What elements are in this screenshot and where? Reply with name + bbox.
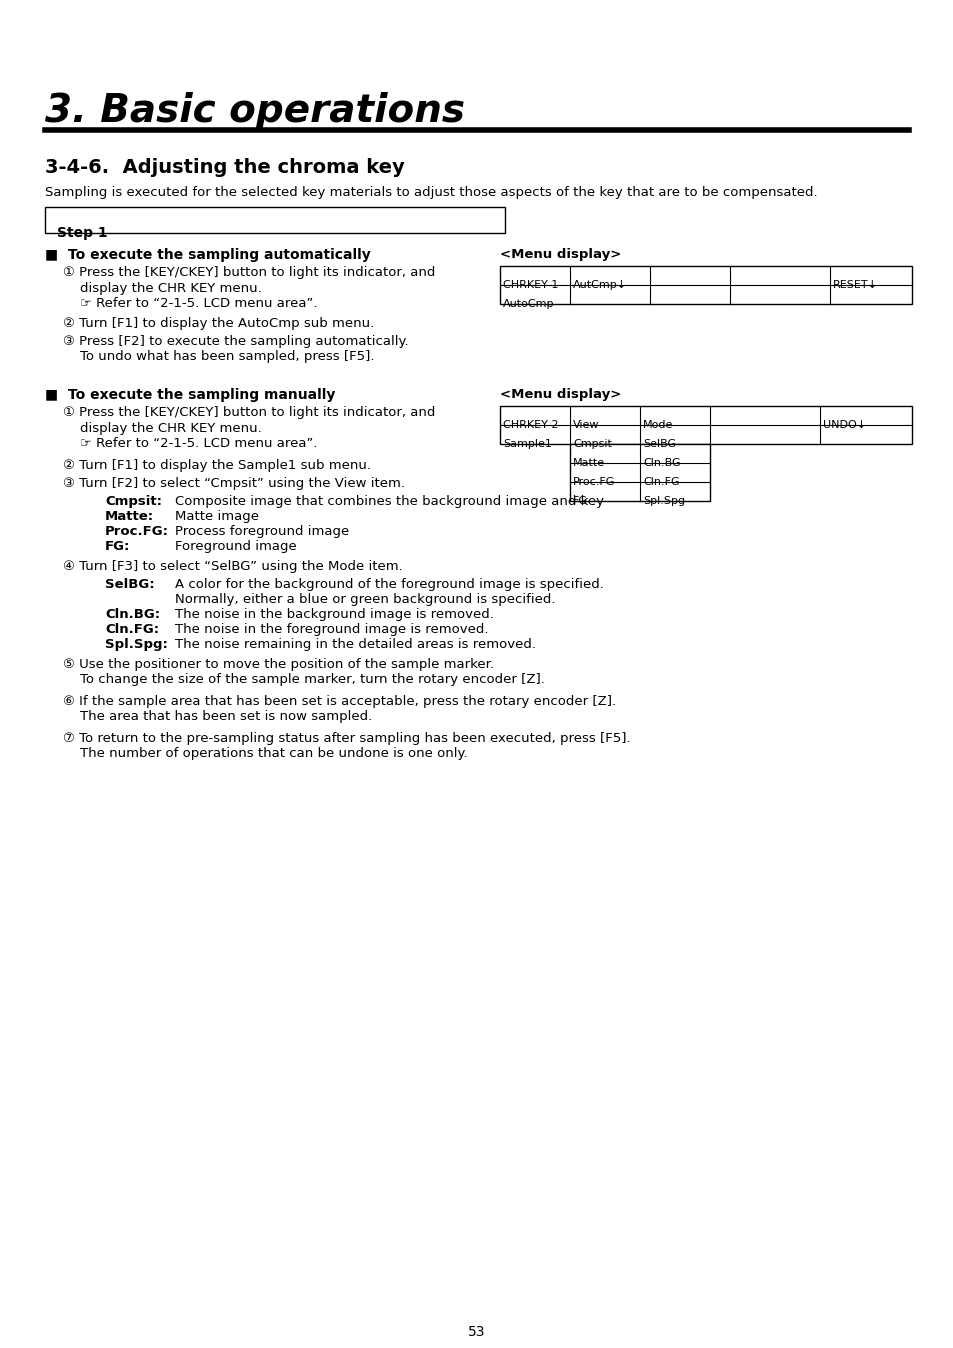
Text: AutoCmp: AutoCmp <box>502 299 554 309</box>
Text: SelBG: SelBG <box>642 439 676 449</box>
Text: ② Turn [F1] to display the Sample1 sub menu.: ② Turn [F1] to display the Sample1 sub m… <box>63 460 371 472</box>
Text: Matte: Matte <box>573 458 604 468</box>
Text: Step 1: Step 1 <box>57 226 108 240</box>
Text: <Menu display>: <Menu display> <box>499 388 620 400</box>
Text: ① Press the [KEY/CKEY] button to light its indicator, and: ① Press the [KEY/CKEY] button to light i… <box>63 406 435 419</box>
Text: To change the size of the sample marker, turn the rotary encoder [Z].: To change the size of the sample marker,… <box>63 673 544 686</box>
Text: Proc.FG:: Proc.FG: <box>105 524 169 538</box>
Text: ■  To execute the sampling manually: ■ To execute the sampling manually <box>45 388 335 402</box>
Text: display the CHR KEY menu.: display the CHR KEY menu. <box>63 282 261 295</box>
Text: CHRKEY 2: CHRKEY 2 <box>502 421 558 430</box>
Text: UNDO↓: UNDO↓ <box>822 421 865 430</box>
Text: ■  To execute the sampling automatically: ■ To execute the sampling automatically <box>45 248 371 262</box>
Text: Normally, either a blue or green background is specified.: Normally, either a blue or green backgro… <box>174 593 555 607</box>
Text: ③ Turn [F2] to select “Cmpsit” using the View item.: ③ Turn [F2] to select “Cmpsit” using the… <box>63 477 405 491</box>
Text: 3-4-6.  Adjusting the chroma key: 3-4-6. Adjusting the chroma key <box>45 158 404 177</box>
Bar <box>569 443 709 501</box>
Text: ☞ Refer to “2-1-5. LCD menu area”.: ☞ Refer to “2-1-5. LCD menu area”. <box>63 297 317 310</box>
Text: Matte:: Matte: <box>105 510 154 523</box>
Text: FG:: FG: <box>105 541 131 553</box>
Text: Spl.Spg:: Spl.Spg: <box>105 638 168 651</box>
Text: 53: 53 <box>468 1325 485 1339</box>
Bar <box>499 266 911 305</box>
Text: Cln.BG:: Cln.BG: <box>105 608 160 621</box>
Text: Sampling is executed for the selected key materials to adjust those aspects of t: Sampling is executed for the selected ke… <box>45 186 817 200</box>
Text: The area that has been set is now sampled.: The area that has been set is now sample… <box>63 710 372 723</box>
Text: Cln.BG: Cln.BG <box>642 458 679 468</box>
Text: Matte image: Matte image <box>174 510 258 523</box>
Text: RESET↓: RESET↓ <box>832 280 877 290</box>
Bar <box>45 208 504 233</box>
Text: ② Turn [F1] to display the AutoCmp sub menu.: ② Turn [F1] to display the AutoCmp sub m… <box>63 317 374 330</box>
Text: ☞ Refer to “2-1-5. LCD menu area”.: ☞ Refer to “2-1-5. LCD menu area”. <box>63 437 317 450</box>
Bar <box>499 406 911 443</box>
Text: The number of operations that can be undone is one only.: The number of operations that can be und… <box>63 747 467 760</box>
Text: Cmpsit: Cmpsit <box>573 439 611 449</box>
Text: Cln.FG:: Cln.FG: <box>105 623 159 636</box>
Text: A color for the background of the foreground image is specified.: A color for the background of the foregr… <box>174 578 603 590</box>
Text: ① Press the [KEY/CKEY] button to light its indicator, and: ① Press the [KEY/CKEY] button to light i… <box>63 266 435 279</box>
Text: View: View <box>573 421 598 430</box>
Text: The noise in the foreground image is removed.: The noise in the foreground image is rem… <box>174 623 488 636</box>
Text: ⑥ If the sample area that has been set is acceptable, press the rotary encoder [: ⑥ If the sample area that has been set i… <box>63 696 616 708</box>
Text: ⑦ To return to the pre-sampling status after sampling has been executed, press [: ⑦ To return to the pre-sampling status a… <box>63 732 630 745</box>
Text: CHRKEY 1: CHRKEY 1 <box>502 280 558 290</box>
Text: Composite image that combines the background image and key: Composite image that combines the backgr… <box>174 495 603 508</box>
Text: SelBG:: SelBG: <box>105 578 154 590</box>
Text: display the CHR KEY menu.: display the CHR KEY menu. <box>63 422 261 435</box>
Text: Sample1: Sample1 <box>502 439 551 449</box>
Text: FG: FG <box>573 496 587 506</box>
Text: ④ Turn [F3] to select “SelBG” using the Mode item.: ④ Turn [F3] to select “SelBG” using the … <box>63 559 402 573</box>
Text: 3. Basic operations: 3. Basic operations <box>45 92 464 129</box>
Text: The noise remaining in the detailed areas is removed.: The noise remaining in the detailed area… <box>174 638 536 651</box>
Text: ③ Press [F2] to execute the sampling automatically.: ③ Press [F2] to execute the sampling aut… <box>63 336 408 348</box>
Text: Proc.FG: Proc.FG <box>573 477 615 487</box>
Text: Spl.Spg: Spl.Spg <box>642 496 684 506</box>
Text: Cmpsit:: Cmpsit: <box>105 495 162 508</box>
Text: The noise in the background image is removed.: The noise in the background image is rem… <box>174 608 494 621</box>
Text: ⑤ Use the positioner to move the position of the sample marker.: ⑤ Use the positioner to move the positio… <box>63 658 494 671</box>
Text: Cln.FG: Cln.FG <box>642 477 679 487</box>
Text: AutCmp↓: AutCmp↓ <box>573 280 626 290</box>
Text: Process foreground image: Process foreground image <box>174 524 349 538</box>
Text: Mode: Mode <box>642 421 673 430</box>
Text: To undo what has been sampled, press [F5].: To undo what has been sampled, press [F5… <box>63 350 375 363</box>
Text: Foreground image: Foreground image <box>174 541 296 553</box>
Text: <Menu display>: <Menu display> <box>499 248 620 262</box>
